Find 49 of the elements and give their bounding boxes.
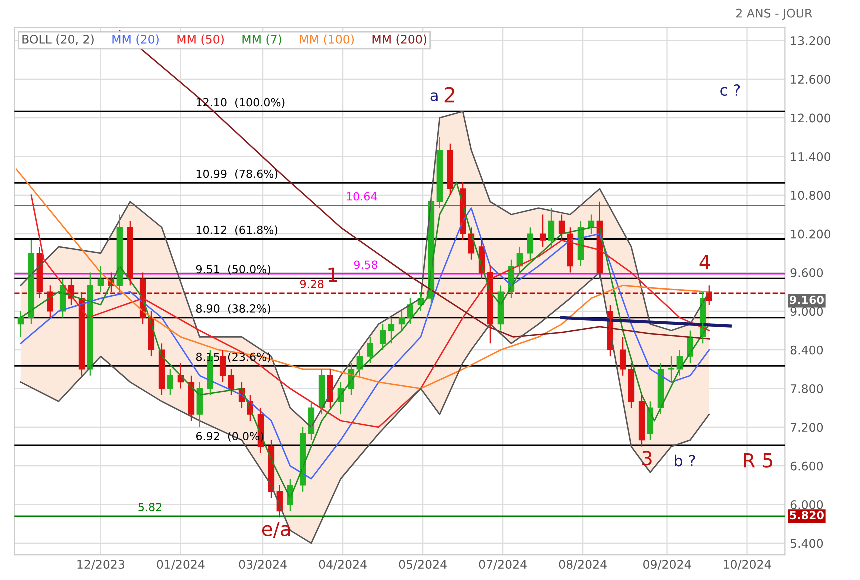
y-tick-label: 8.400	[790, 346, 824, 355]
annotation: R 5	[744, 453, 773, 468]
annotation: 4	[700, 255, 710, 270]
y-tick-label: 10.800	[791, 191, 831, 200]
ref-line-label: 10.99 (78.6%)	[196, 170, 278, 180]
text: MM (200)	[372, 34, 427, 46]
annotation: b ?	[675, 454, 696, 467]
x-tick-label: 03/2024	[239, 560, 287, 570]
x-tick-label: 07/2024	[479, 560, 527, 570]
ref-line-label: 9.51 (50.0%)	[196, 265, 271, 275]
annotation: 3	[642, 451, 652, 466]
annotation: 2	[444, 87, 455, 103]
text: MM (7)	[242, 34, 282, 46]
annotation: a	[430, 92, 438, 102]
ref-line-label: 10.12 (61.8%)	[196, 226, 278, 236]
ref-line-label: 5.82	[138, 503, 162, 512]
x-tick-label: 12/2023	[78, 560, 125, 570]
y-tick-label: 7.200	[791, 423, 824, 432]
annotation: c ?	[720, 84, 740, 96]
x-tick-label: 10/2024	[724, 560, 772, 570]
text: MM (50)	[178, 34, 224, 46]
ref-line-label: 9.28	[300, 280, 324, 288]
x-tick-label: 08/2024	[559, 560, 607, 570]
chart-subtitle: 2 ANS - JOUR	[736, 8, 812, 20]
x-tick-label: 09/2024	[644, 560, 692, 570]
y-tick-label: 6.000	[790, 500, 824, 510]
y-tick-label: 6.600	[790, 462, 824, 471]
text: 9.160	[790, 296, 824, 304]
ref-line-label: 8.90 (38.2%)	[196, 304, 271, 314]
ref-line-label: 10.64	[347, 192, 378, 201]
text: MM (20)	[112, 34, 159, 46]
ref-line-label: 9.58	[354, 260, 378, 270]
y-tick-label: 9.600	[790, 268, 824, 278]
y-tick-label: 9.000	[790, 307, 824, 316]
candlestick	[668, 356, 675, 383]
x-tick-label: 04/2024	[319, 560, 367, 570]
y-tick-label: 5.400	[790, 539, 824, 548]
annotation: 5.820	[790, 511, 824, 520]
x-tick-label: 05/2024	[399, 560, 447, 570]
y-tick-label: 13.200	[791, 36, 831, 46]
text: BOLL (20, 2)	[22, 34, 94, 46]
x-tick-label: 01/2024	[157, 560, 205, 570]
y-tick-label: 10.200	[791, 230, 831, 239]
y-tick-label: 11.400	[791, 152, 831, 162]
annotation: e/a	[262, 522, 290, 538]
y-tick-label: 7.800	[791, 384, 824, 394]
text: MM (100)	[300, 34, 354, 46]
y-tick-label: 12.000	[791, 114, 831, 123]
y-tick-label: 12.600	[791, 75, 831, 84]
